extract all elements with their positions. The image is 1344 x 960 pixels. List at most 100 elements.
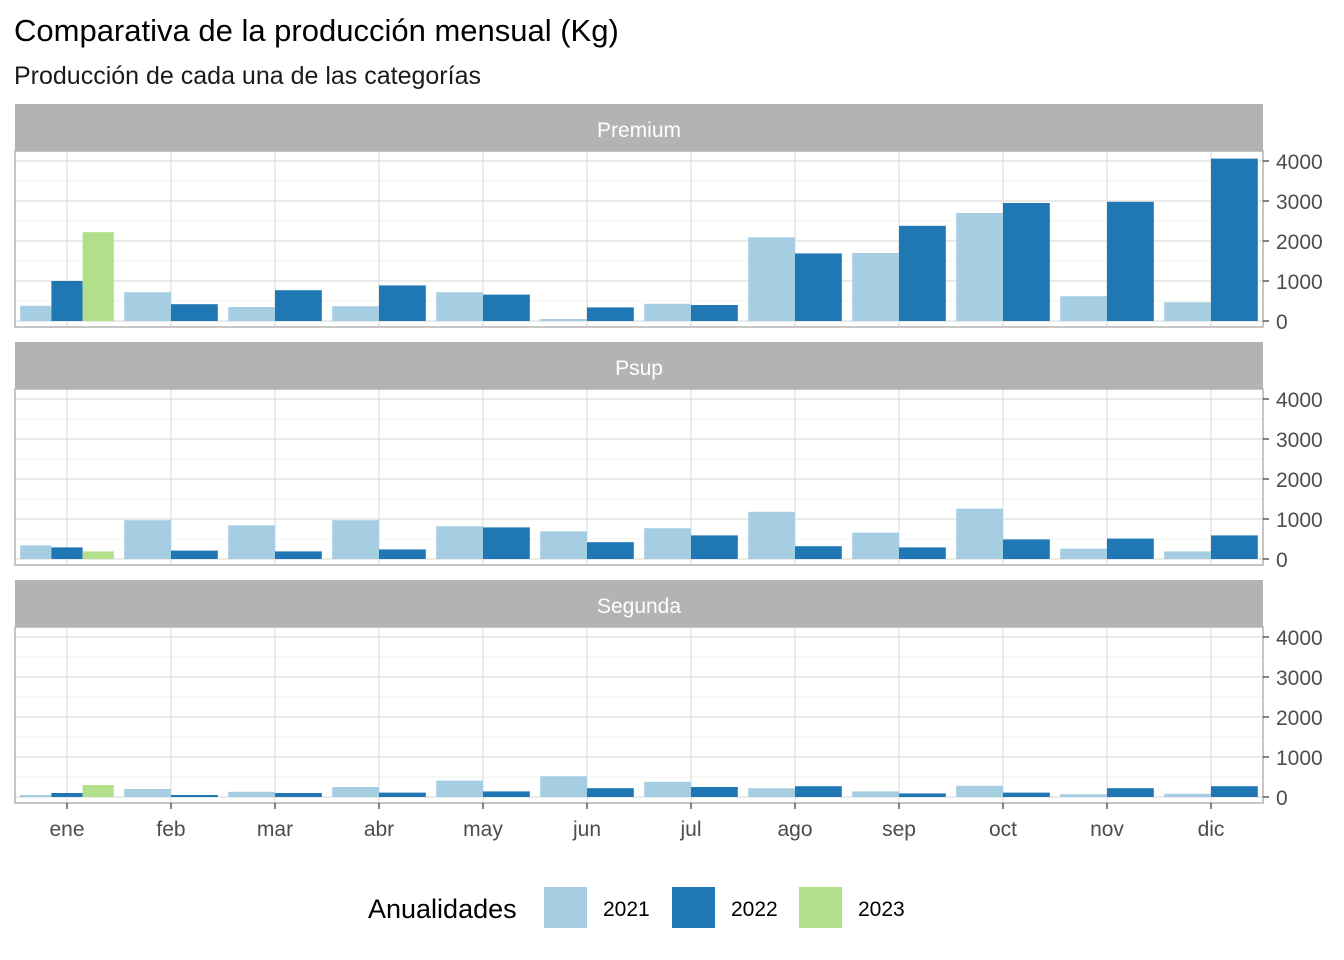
bar-2022-mar xyxy=(275,551,322,559)
bar-2021-nov xyxy=(1060,296,1107,321)
y-tick-label: 3000 xyxy=(1276,667,1323,690)
panel-border xyxy=(14,388,1264,566)
x-tick-label: sep xyxy=(882,818,916,841)
y-tick-label: 1000 xyxy=(1276,747,1323,770)
bar-2021-oct xyxy=(956,508,1003,559)
y-tick-label: 3000 xyxy=(1276,191,1323,214)
y-tick-label: 2000 xyxy=(1276,231,1323,254)
bar-2022-jul xyxy=(691,787,738,797)
legend-label-2022: 2022 xyxy=(731,898,778,921)
bar-2022-jun xyxy=(587,307,634,321)
bar-2022-dic xyxy=(1211,535,1258,559)
bar-2021-mar xyxy=(228,307,275,321)
bar-2022-may xyxy=(483,791,530,797)
bar-2023-ene xyxy=(82,785,114,797)
y-tick-label: 4000 xyxy=(1276,627,1323,650)
bar-2022-may xyxy=(483,527,530,559)
bar-2021-mar xyxy=(228,525,275,559)
bar-2022-oct xyxy=(1003,203,1050,321)
panel-border xyxy=(14,626,1264,804)
bar-2022-abr xyxy=(379,792,426,797)
bar-2021-jul xyxy=(644,303,691,321)
bar-2021-may xyxy=(436,292,483,321)
bar-2022-jul xyxy=(691,305,738,321)
legend-key-2022 xyxy=(672,887,715,928)
facet-premium: Premium 0 1000 2000 3000 4000 xyxy=(14,104,1323,334)
x-tick-label: feb xyxy=(156,818,185,841)
bar-2022-may xyxy=(483,294,530,321)
bar-2021-ene xyxy=(20,545,52,559)
chart-title: Comparativa de la producción mensual (Kg… xyxy=(14,13,619,48)
bar-2023-ene xyxy=(82,232,114,321)
bar-2022-nov xyxy=(1107,538,1154,559)
bar-2021-dic xyxy=(1164,793,1211,797)
y-tick-label: 3000 xyxy=(1276,429,1323,452)
facet-strip-label: Premium xyxy=(597,119,681,142)
bar-2022-jul xyxy=(691,535,738,559)
bar-2021-nov xyxy=(1060,548,1107,559)
bar-2021-feb xyxy=(124,520,171,559)
y-tick-label: 2000 xyxy=(1276,469,1323,492)
bar-2022-ago xyxy=(795,253,842,321)
bar-2022-jun xyxy=(587,788,634,797)
bar-2021-nov xyxy=(1060,794,1107,797)
x-tick-label: nov xyxy=(1090,818,1124,841)
facet-strip xyxy=(15,342,1263,389)
bar-2021-jun xyxy=(540,531,587,559)
bar-2022-oct xyxy=(1003,539,1050,559)
legend-key-2021 xyxy=(544,887,587,928)
y-tick-label: 0 xyxy=(1276,549,1288,572)
bar-2021-dic xyxy=(1164,302,1211,321)
bar-2021-mar xyxy=(228,791,275,797)
bar-2022-sep xyxy=(899,793,946,797)
bar-2022-sep xyxy=(899,547,946,559)
chart-subtitle: Producción de cada una de las categorías xyxy=(14,62,481,90)
bar-2021-abr xyxy=(332,306,379,321)
facet-panels: Premium 0 1000 2000 3000 4000 Psup 0 1000 2000 300… xyxy=(14,104,1323,810)
legend: Anualidades 2021 2022 2023 xyxy=(368,887,905,928)
bar-2022-jun xyxy=(587,542,634,559)
bar-2022-ago xyxy=(795,546,842,559)
facet-segunda: Segunda 0 1000 2000 3000 4000 xyxy=(14,580,1323,810)
facet-strip-label: Segunda xyxy=(597,595,681,618)
x-tick-label: ene xyxy=(49,818,84,841)
bar-2021-ene xyxy=(20,795,52,797)
x-tick-label: may xyxy=(463,818,503,841)
legend-key-2023 xyxy=(799,887,842,928)
x-tick-label: jun xyxy=(572,818,601,841)
bar-2023-ene xyxy=(82,551,114,559)
bar-2021-feb xyxy=(124,789,171,797)
bar-2021-dic xyxy=(1164,551,1211,559)
bar-2022-feb xyxy=(171,550,218,559)
bar-2022-nov xyxy=(1107,788,1154,797)
x-tick-label: dic xyxy=(1198,818,1225,841)
bar-2022-dic xyxy=(1211,786,1258,797)
bar-2021-sep xyxy=(852,791,899,797)
x-tick-label: abr xyxy=(364,818,394,841)
legend-title: Anualidades xyxy=(368,894,517,924)
bar-2022-sep xyxy=(899,225,946,321)
y-tick-label: 1000 xyxy=(1276,271,1323,294)
bar-2021-ene xyxy=(20,305,52,321)
y-tick-label: 2000 xyxy=(1276,707,1323,730)
bar-2021-feb xyxy=(124,292,171,321)
bar-2022-feb xyxy=(171,304,218,321)
y-tick-label: 1000 xyxy=(1276,509,1323,532)
bar-2021-jul xyxy=(644,781,691,797)
facet-strip xyxy=(15,580,1263,627)
y-tick-label: 0 xyxy=(1276,787,1288,810)
bar-2021-sep xyxy=(852,253,899,321)
y-tick-label: 4000 xyxy=(1276,389,1323,412)
bar-2022-ene xyxy=(51,547,83,559)
bar-2021-ago xyxy=(748,237,795,321)
bar-2021-ago xyxy=(748,511,795,559)
x-tick-label: mar xyxy=(257,818,293,841)
bar-2021-jul xyxy=(644,528,691,559)
bar-2022-ago xyxy=(795,786,842,797)
facet-strip-label: Psup xyxy=(615,357,663,380)
x-tick-label: jul xyxy=(679,818,701,841)
legend-label-2023: 2023 xyxy=(858,898,905,921)
facet-psup: Psup 0 1000 2000 3000 4000 xyxy=(14,342,1323,572)
y-tick-label: 4000 xyxy=(1276,151,1323,174)
